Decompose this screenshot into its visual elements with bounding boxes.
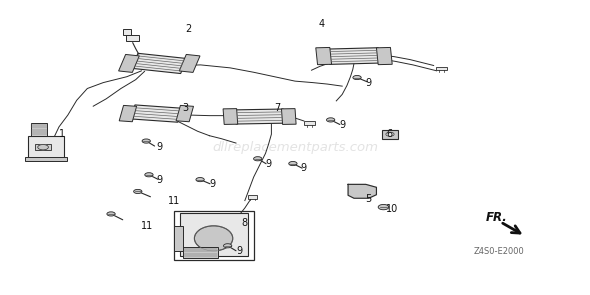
Text: FR.: FR. [486, 211, 507, 224]
Bar [223, 109, 238, 124]
Text: 9: 9 [209, 179, 215, 189]
Bar [119, 55, 139, 72]
Bar [382, 130, 398, 139]
Circle shape [326, 118, 335, 122]
Circle shape [145, 173, 153, 177]
Bar [174, 226, 183, 251]
Text: 5: 5 [366, 194, 372, 204]
Text: 4: 4 [319, 19, 324, 29]
Bar [25, 157, 67, 161]
Bar [183, 247, 218, 258]
Text: 9: 9 [156, 175, 162, 185]
Bar [316, 47, 332, 65]
Circle shape [386, 132, 394, 136]
Circle shape [353, 76, 361, 80]
Circle shape [107, 212, 115, 216]
Bar [176, 105, 194, 122]
Bar [31, 123, 47, 136]
Text: 9: 9 [266, 159, 271, 169]
Text: 3: 3 [183, 103, 189, 113]
Text: 10: 10 [386, 204, 398, 214]
Circle shape [224, 244, 232, 248]
Circle shape [38, 145, 48, 150]
Text: 1: 1 [59, 129, 65, 139]
Bar [123, 29, 131, 35]
Bar [436, 67, 447, 70]
Text: 11: 11 [142, 221, 153, 231]
Bar [35, 144, 51, 150]
Text: 2: 2 [186, 24, 192, 35]
Circle shape [378, 204, 389, 210]
Circle shape [254, 157, 262, 161]
Bar [235, 109, 284, 124]
Ellipse shape [194, 226, 232, 251]
Text: dllreplacementparts.com: dllreplacementparts.com [212, 141, 378, 154]
Bar [281, 109, 296, 124]
Circle shape [134, 189, 142, 194]
Bar [132, 53, 187, 73]
Circle shape [289, 161, 297, 165]
Bar [174, 211, 254, 260]
Text: 9: 9 [366, 78, 372, 88]
Bar [376, 47, 392, 65]
Bar [304, 121, 315, 125]
Circle shape [196, 178, 204, 182]
Circle shape [142, 139, 150, 143]
Text: 9: 9 [156, 142, 162, 153]
Text: 7: 7 [274, 103, 280, 113]
Bar [28, 136, 64, 159]
Bar [328, 48, 380, 64]
Text: 11: 11 [168, 196, 180, 206]
Bar [131, 105, 182, 122]
Text: Z4S0-E2000: Z4S0-E2000 [473, 247, 524, 256]
Text: 6: 6 [386, 129, 392, 139]
Bar [248, 195, 257, 199]
Polygon shape [348, 184, 376, 198]
Text: 8: 8 [242, 218, 248, 228]
Text: 9: 9 [236, 246, 242, 256]
Bar [119, 105, 137, 122]
Text: 9: 9 [301, 163, 307, 173]
Bar [180, 213, 248, 256]
Bar [126, 35, 139, 41]
Text: 9: 9 [339, 120, 345, 130]
Bar [179, 55, 200, 72]
